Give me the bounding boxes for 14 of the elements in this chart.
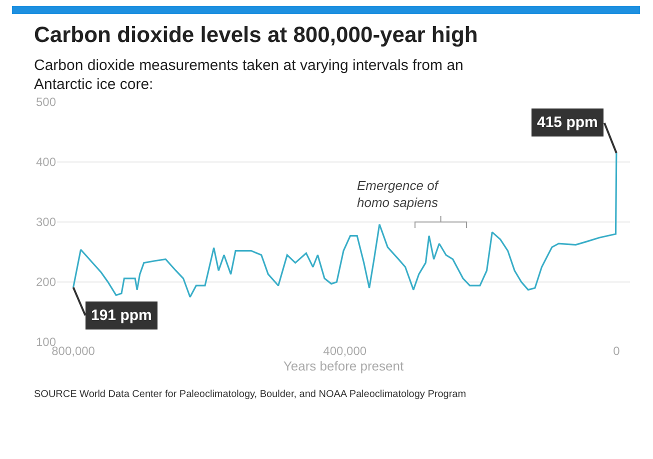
line-series <box>72 152 618 298</box>
chart-subtitle: Carbon dioxide measurements taken at varying intervals from an Antarctic ice core: <box>34 56 464 94</box>
annotation: 415 ppm <box>537 114 598 131</box>
annotation: Emergence of homo sapiens <box>357 178 440 210</box>
y-tick-label: 500 <box>36 95 56 110</box>
source-note: SOURCE World Data Center for Paleoclimatology, Boulder, and NOAA Paleoclimatology Program <box>34 388 468 402</box>
x-tick-label: 0 <box>613 344 620 358</box>
y-tick-label: 300 <box>36 215 56 230</box>
annotation: 191 ppm <box>91 307 152 324</box>
x-axis-title: Years before present <box>283 358 404 374</box>
chart-title: Carbon dioxide levels at 800,000-year high <box>34 22 479 48</box>
x-tick-label: 400,000 <box>323 344 367 358</box>
y-tick-label: 200 <box>36 275 56 290</box>
y-tick-label: 400 <box>36 155 56 170</box>
